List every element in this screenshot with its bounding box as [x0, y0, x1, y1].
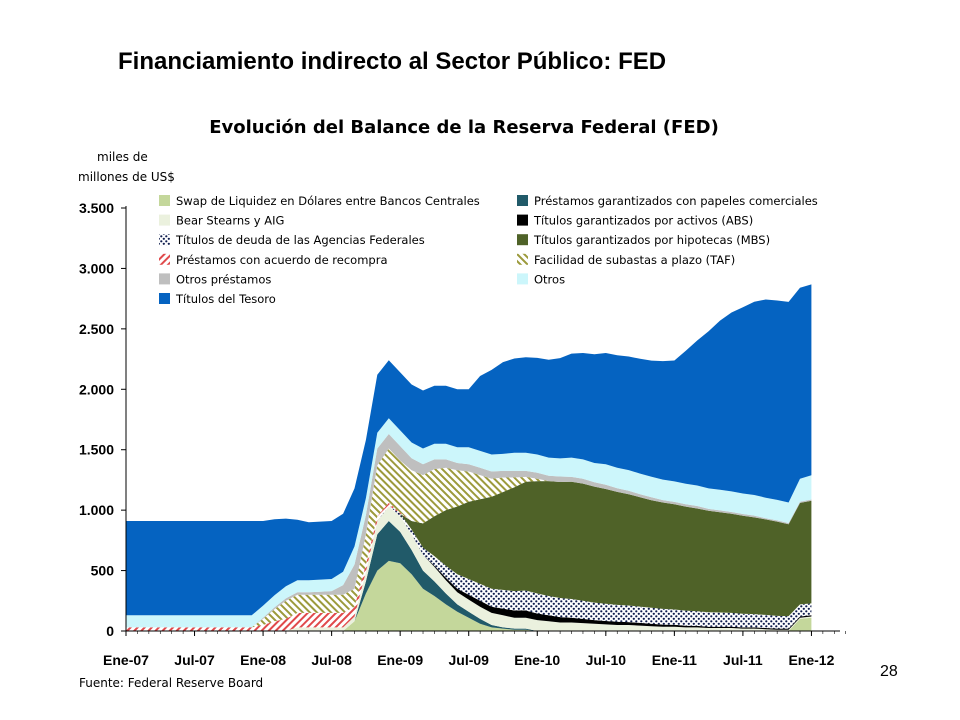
legend-item: Títulos garantizados por activos (ABS) — [517, 214, 753, 228]
area-bear-stearns-y-aig — [126, 506, 812, 631]
legend-swatch — [159, 234, 170, 246]
legend-label: Otros préstamos — [176, 272, 271, 286]
legend-item: Títulos de deuda de las Agencias Federal… — [159, 233, 425, 247]
legend-label: Facilidad de subastas a plazo (TAF) — [534, 253, 735, 267]
y-axis-unit-line2: millones de US$ — [78, 170, 175, 184]
x-tick-label: Ene-12 — [788, 652, 834, 668]
legend-label: Títulos del Tesoro — [175, 292, 276, 306]
legend-label: Títulos garantizados por activos (ABS) — [533, 214, 753, 228]
area-titulos-de-deuda-de-las-agencias-federales — [126, 505, 812, 631]
y-tick-label: 0 — [106, 623, 114, 639]
area-otros — [126, 418, 812, 628]
legend-label: Otros — [534, 272, 565, 286]
y-axis-unit-line1: miles de — [97, 150, 148, 164]
y-tick-label: 1.000 — [79, 502, 114, 518]
legend-label: Títulos de deuda de las Agencias Federal… — [175, 233, 425, 247]
legend-swatch — [517, 195, 528, 206]
legend-swatch — [159, 195, 170, 206]
y-axis-unit-label: miles de millones de US$ — [78, 147, 175, 187]
area-titulos-garantizados-por-hipotecas-mbs — [126, 481, 812, 631]
page-number: 28 — [880, 663, 898, 680]
x-tick-label: Jul-10 — [586, 652, 627, 668]
legend-swatch — [517, 273, 528, 285]
x-tick-label: Ene-10 — [514, 652, 560, 668]
legend-label: Títulos garantizados por hipotecas (MBS) — [533, 233, 770, 247]
legend-item: Títulos garantizados por hipotecas (MBS) — [517, 233, 770, 247]
x-tick-label: Jul-08 — [311, 652, 352, 668]
legend-swatch — [159, 293, 170, 304]
legend-item: Bear Stearns y AIG — [159, 214, 284, 228]
legend-swatch — [517, 234, 528, 246]
y-tick-label: 1.500 — [79, 442, 114, 458]
legend-label: Swap de Liquidez en Dólares entre Bancos… — [176, 194, 480, 208]
x-tick-label: Ene-11 — [652, 652, 697, 668]
legend-item: Otros — [517, 272, 565, 286]
y-tick-label: 500 — [91, 563, 115, 579]
legend-swatch — [159, 273, 170, 285]
area-titulos-del-tesoro — [126, 284, 812, 616]
x-tick-label: Ene-09 — [377, 652, 423, 668]
chart-source: Fuente: Federal Reserve Board — [79, 676, 264, 690]
legend-item: Títulos del Tesoro — [159, 292, 276, 306]
x-tick-label: Jul-07 — [174, 652, 215, 668]
legend-item: Facilidad de subastas a plazo (TAF) — [517, 253, 735, 267]
legend-item: Préstamos garantizados con papeles comer… — [517, 194, 818, 208]
legend-label: Préstamos garantizados con papeles comer… — [534, 194, 818, 208]
x-tick-label: Jul-11 — [723, 652, 763, 668]
area-facilidad-de-subastas-a-plazo-taf — [126, 448, 812, 628]
y-tick-label: 2.500 — [79, 321, 114, 337]
y-tick-label: 3.500 — [79, 200, 114, 216]
y-tick-label: 2.000 — [79, 381, 114, 397]
x-tick-label: Jul-09 — [448, 652, 489, 668]
chart-title: Evolución del Balance de la Reserva Fede… — [209, 117, 719, 138]
slide-title: Financiamiento indirecto al Sector Públi… — [118, 48, 667, 75]
legend-swatch — [517, 214, 528, 226]
x-tick-label: Ene-07 — [103, 652, 149, 668]
legend-item: Swap de Liquidez en Dólares entre Bancos… — [159, 194, 480, 208]
legend-label: Préstamos con acuerdo de recompra — [176, 253, 388, 267]
legend-swatch — [159, 253, 170, 265]
legend-swatch — [159, 214, 170, 226]
legend-label: Bear Stearns y AIG — [176, 214, 284, 228]
legend-item: Otros préstamos — [159, 272, 271, 286]
legend-item: Préstamos con acuerdo de recompra — [159, 253, 388, 267]
legend-swatch — [517, 253, 528, 265]
y-tick-label: 3.000 — [79, 260, 114, 276]
x-tick-label: Ene-08 — [240, 652, 286, 668]
